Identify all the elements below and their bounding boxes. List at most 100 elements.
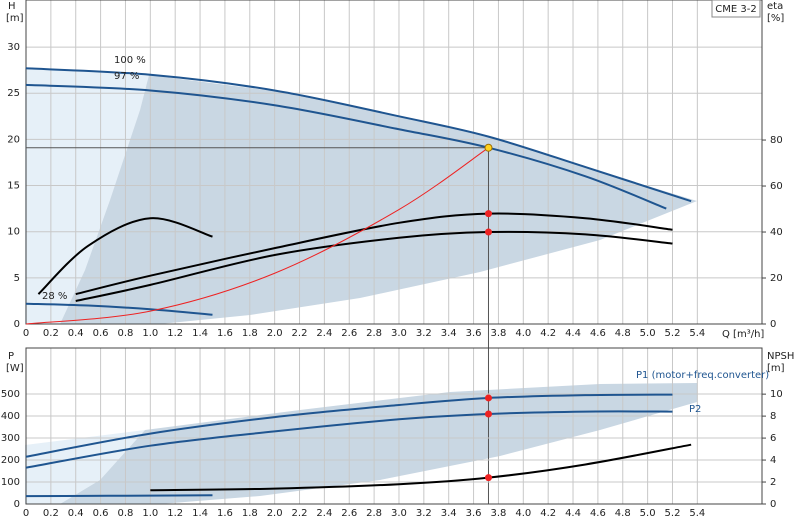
x-tick-label: 1.8 <box>242 508 258 519</box>
x-tick-label: 4.8 <box>615 328 631 339</box>
x-tick-label: 5.0 <box>640 328 656 339</box>
x-tick-label: 2.0 <box>267 508 283 519</box>
y2-tick-label: 20 <box>770 273 783 284</box>
x-tick-label: 3.2 <box>416 328 432 339</box>
x-tick-label: 3.6 <box>466 328 482 339</box>
x-tick-label: 3.6 <box>466 508 482 519</box>
x-tick-label: 0 <box>23 508 29 519</box>
y-tick-label: 100 <box>1 477 20 488</box>
badge: CME 3-2 <box>715 4 756 15</box>
y2-axis-label: eta <box>767 1 783 12</box>
series-line <box>150 443 692 492</box>
series-line <box>25 393 673 458</box>
pale-region <box>25 68 149 324</box>
y-axis-unit: [W] <box>6 363 24 374</box>
x-tick-label: 5.0 <box>640 508 656 519</box>
x-tick-label: 1.4 <box>192 508 208 519</box>
x-tick-label: 0.6 <box>93 508 109 519</box>
x-tick-label: 4.0 <box>515 508 531 519</box>
x-tick-label: 2.6 <box>341 508 357 519</box>
x-tick-label: 3.2 <box>416 508 432 519</box>
x-tick-label: 1.6 <box>217 508 233 519</box>
x-tick-label: 1.2 <box>167 508 183 519</box>
duty-marker <box>484 474 492 482</box>
y-axis-unit: [m] <box>6 13 24 24</box>
x-tick-label: 2.8 <box>366 508 382 519</box>
operating-region <box>60 75 697 324</box>
y-tick-label: 5 <box>14 273 20 284</box>
series-line <box>37 217 213 295</box>
y-tick-label: 400 <box>1 411 20 422</box>
badge-box <box>711 0 761 18</box>
x-tick-label: 4.2 <box>540 328 556 339</box>
y-tick-label: 500 <box>1 389 20 400</box>
y-tick-label: 30 <box>7 42 20 53</box>
x-tick-label: 3.8 <box>490 508 506 519</box>
x-tick-label: 2.4 <box>316 508 332 519</box>
x-tick-label: 1.8 <box>242 328 258 339</box>
x-tick-label: 2.2 <box>292 508 308 519</box>
series-label: 100 % <box>114 55 146 66</box>
x-tick-label: 4.4 <box>565 328 581 339</box>
y2-axis-unit: [m] <box>767 363 785 374</box>
y2-axis-label: NPSH <box>767 351 794 362</box>
x-tick-label: 5.2 <box>665 328 681 339</box>
x-tick-label: 1.0 <box>142 508 158 519</box>
x-tick-label: 2.8 <box>366 328 382 339</box>
series-line <box>25 494 213 498</box>
x-tick-label: 0.4 <box>68 328 84 339</box>
y2-axis-unit: [%] <box>767 13 784 24</box>
series-line <box>25 302 213 316</box>
y-tick-label: 0 <box>14 499 20 510</box>
y2-tick-label: 6 <box>770 433 776 444</box>
y-tick-label: 10 <box>7 227 20 238</box>
series-line <box>25 410 673 469</box>
y-tick-label: 20 <box>7 134 20 145</box>
x-tick-label: 3.4 <box>441 508 457 519</box>
series-line <box>75 212 673 296</box>
y2-tick-label: 80 <box>770 135 783 146</box>
x-tick-label: 3.0 <box>391 328 407 339</box>
series-label: 97 % <box>114 71 139 82</box>
x-tick-label: 4.0 <box>515 328 531 339</box>
x-tick-label: 0.6 <box>93 328 109 339</box>
y-tick-label: 200 <box>1 455 20 466</box>
x-tick-label: 3.4 <box>441 328 457 339</box>
series-label: P1 (motor+freq.converter) <box>636 370 769 381</box>
plot-frame <box>25 347 763 505</box>
duty-marker <box>484 410 492 418</box>
x-tick-label: 0.2 <box>43 508 59 519</box>
y-tick-label: 0 <box>14 319 20 330</box>
duty-marker <box>484 143 493 152</box>
y2-tick-label: 60 <box>770 181 783 192</box>
plot-frame <box>25 0 763 325</box>
y2-tick-label: 4 <box>770 455 776 466</box>
x-tick-label: 4.2 <box>540 508 556 519</box>
y-tick-label: 25 <box>7 88 20 99</box>
x-tick-label: 2.4 <box>316 328 332 339</box>
x-tick-label: 2.2 <box>292 328 308 339</box>
x-tick-label: 2.6 <box>341 328 357 339</box>
x-tick-label: 3.0 <box>391 508 407 519</box>
y2-tick-label: 10 <box>770 389 783 400</box>
y-tick-label: 300 <box>1 433 20 444</box>
duty-marker <box>484 210 492 218</box>
duty-marker <box>484 394 492 402</box>
y2-tick-label: 8 <box>770 411 776 422</box>
pale-region <box>25 430 145 504</box>
y2-tick-label: 0 <box>770 319 776 330</box>
y2-tick-label: 2 <box>770 477 776 488</box>
series-label: 28 % <box>42 291 67 302</box>
x-tick-label: 5.2 <box>665 508 681 519</box>
series-line <box>25 147 489 325</box>
x-tick-label: 5.4 <box>689 508 705 519</box>
x-tick-label: 1.4 <box>192 328 208 339</box>
x-tick-label: 2.0 <box>267 328 283 339</box>
y2-tick-label: 40 <box>770 227 783 238</box>
x-tick-label: 1.6 <box>217 328 233 339</box>
x-tick-label: 5.4 <box>689 328 705 339</box>
x-tick-label: 0 <box>23 328 29 339</box>
x-tick-label: 0.8 <box>118 508 134 519</box>
y-axis-label: H <box>8 1 16 12</box>
x-tick-label: 0.8 <box>118 328 134 339</box>
